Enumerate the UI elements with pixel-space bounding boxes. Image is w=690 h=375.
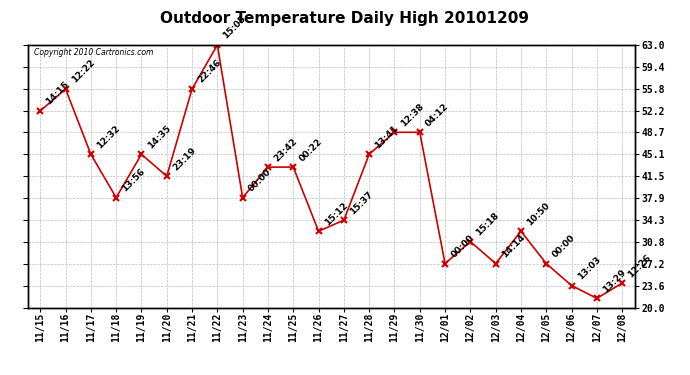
Text: 15:12: 15:12: [323, 200, 349, 227]
Text: 23:42: 23:42: [272, 136, 299, 163]
Text: 12:26: 12:26: [627, 252, 653, 279]
Text: 23:19: 23:19: [171, 146, 197, 172]
Text: 10:50: 10:50: [525, 201, 551, 227]
Text: 22:46: 22:46: [196, 58, 223, 85]
Text: 00:00: 00:00: [449, 233, 475, 260]
Text: 15:18: 15:18: [475, 211, 501, 237]
Text: 14:35: 14:35: [146, 123, 172, 150]
Text: Copyright 2010 Cartronics.com: Copyright 2010 Cartronics.com: [34, 48, 153, 57]
Text: 13:29: 13:29: [601, 267, 628, 294]
Text: 13:03: 13:03: [575, 255, 602, 281]
Text: 04:12: 04:12: [424, 102, 451, 128]
Text: 15:05: 15:05: [221, 14, 248, 41]
Text: 12:32: 12:32: [95, 123, 121, 150]
Text: 00:22: 00:22: [297, 136, 324, 163]
Text: 13:56: 13:56: [120, 167, 147, 194]
Text: 14:15: 14:15: [44, 80, 71, 107]
Text: 12:38: 12:38: [399, 102, 425, 128]
Text: 13:41: 13:41: [373, 123, 400, 150]
Text: 00:00: 00:00: [551, 233, 577, 260]
Text: 00:00: 00:00: [247, 167, 273, 194]
Text: 14:14: 14:14: [500, 232, 526, 260]
Text: Outdoor Temperature Daily High 20101209: Outdoor Temperature Daily High 20101209: [161, 11, 529, 26]
Text: 12:22: 12:22: [70, 58, 97, 85]
Text: 15:37: 15:37: [348, 189, 375, 216]
